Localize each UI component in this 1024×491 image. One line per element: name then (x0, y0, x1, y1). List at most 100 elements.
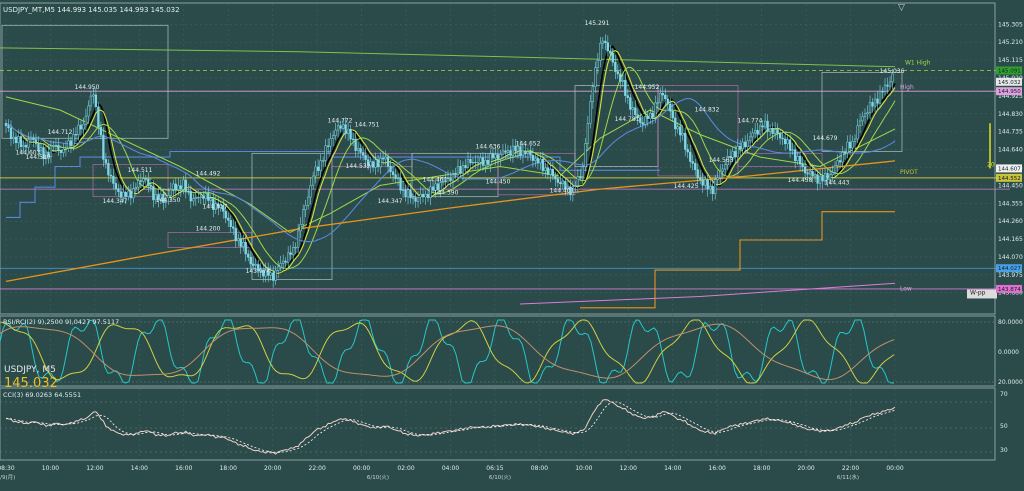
w1-high-line (0, 47, 896, 68)
candle-body (257, 264, 260, 272)
candle-body (604, 40, 607, 44)
price-annotation: 144.317 (203, 203, 228, 210)
candle-body (299, 224, 302, 232)
candle-body (289, 252, 292, 255)
candle-body (389, 166, 392, 172)
candle-body (848, 141, 852, 149)
time-tick-label: 14:00 (131, 465, 148, 472)
candle-body (361, 152, 365, 156)
candle-body (759, 125, 762, 135)
chart-shift-icon[interactable]: ▽ (898, 3, 905, 13)
candle-body (808, 170, 812, 175)
candle-body (489, 153, 492, 165)
price-annotation: High (900, 84, 914, 91)
time-tick-label: 12:00 (620, 465, 637, 472)
candle-body (27, 139, 30, 148)
price-annotation: 144.679 (813, 135, 838, 142)
candle-body (329, 138, 332, 147)
candle-body (394, 174, 397, 179)
price-tick-label: 144.925 (998, 93, 1023, 100)
cci-signal-line (5, 401, 896, 453)
candle-body (222, 204, 225, 212)
candle-body (689, 151, 692, 162)
candle-body (97, 106, 100, 128)
candle-body (833, 165, 837, 173)
candle-body (82, 124, 85, 130)
candle-body (104, 159, 108, 164)
candle-body (127, 190, 130, 197)
price-tick-label: 144.165 (998, 236, 1023, 243)
candle-body (634, 107, 637, 115)
candle-body (639, 117, 642, 123)
candle-body (499, 154, 502, 160)
range-box (251, 152, 333, 280)
candle-body (17, 136, 20, 144)
time-tick-label: 22:00 (309, 465, 326, 472)
candle-body (534, 158, 537, 161)
candle-body (746, 140, 749, 147)
candle-body (676, 126, 679, 130)
candle-body (838, 160, 842, 163)
candle-body (791, 149, 794, 151)
candle-body (841, 152, 844, 163)
candle-body (699, 177, 702, 180)
candle-body (484, 159, 487, 166)
candle-body (696, 169, 699, 178)
candle-body (511, 145, 515, 156)
candle-body (371, 161, 375, 168)
candle-body (691, 161, 694, 164)
candle-body (354, 139, 357, 151)
time-tick-label: 12:00 (86, 465, 103, 472)
candle-body (609, 50, 612, 54)
date-label: 6/10(火) (367, 475, 389, 481)
candle-body (549, 168, 552, 175)
osc-slow-line (0, 323, 895, 381)
price-annotation: Low (900, 286, 912, 293)
price-annotation: 144.401 (550, 188, 575, 195)
candle-body (754, 129, 757, 134)
candle-body (122, 191, 125, 198)
candle-body (339, 125, 342, 129)
candle-body (314, 166, 317, 177)
candle-body (621, 80, 624, 82)
date-label: 6/9(月) (0, 474, 15, 481)
candle-body (584, 143, 587, 168)
price-annotation: 143.974 (246, 268, 271, 275)
cci-panel-frame (0, 387, 996, 461)
candle-body (202, 196, 205, 199)
candle-body (129, 190, 133, 199)
price-annotation: 144.580 (26, 154, 51, 161)
candle-body (282, 260, 285, 264)
date-label: 6/11(水) (837, 473, 859, 481)
candle-body (694, 163, 697, 170)
candle-body (174, 183, 177, 190)
candle-body (254, 264, 257, 266)
candle-body (179, 185, 182, 190)
candle-body (284, 260, 287, 263)
candle-body (334, 129, 337, 136)
candle-body (768, 128, 772, 132)
time-axis: 08:30 10:00 12:00 14:00 16:00 18:00 20:00 22:00… (0, 465, 904, 481)
candle-body (514, 145, 517, 152)
candle-body (92, 94, 95, 97)
time-tick-label: 08:00 (531, 465, 548, 472)
candle-body (187, 190, 190, 193)
candle-body (47, 151, 50, 158)
price-annotation: 144.652 (516, 140, 541, 147)
candle-body (429, 186, 432, 198)
time-tick-label: 00:00 (886, 465, 903, 472)
candle-body (679, 126, 682, 136)
candle-body (287, 252, 290, 263)
candle-body (803, 166, 807, 174)
candle-body (112, 175, 115, 184)
candle-body (714, 179, 717, 194)
candle-body (396, 177, 400, 180)
price-tag-label: 144.552 (998, 176, 1021, 182)
candle-body (843, 152, 847, 154)
candle-body (649, 112, 652, 120)
candle-body (611, 53, 614, 63)
price-tag (996, 77, 1022, 86)
candle-body (29, 137, 33, 140)
price-tick-label: 145.210 (998, 39, 1023, 46)
